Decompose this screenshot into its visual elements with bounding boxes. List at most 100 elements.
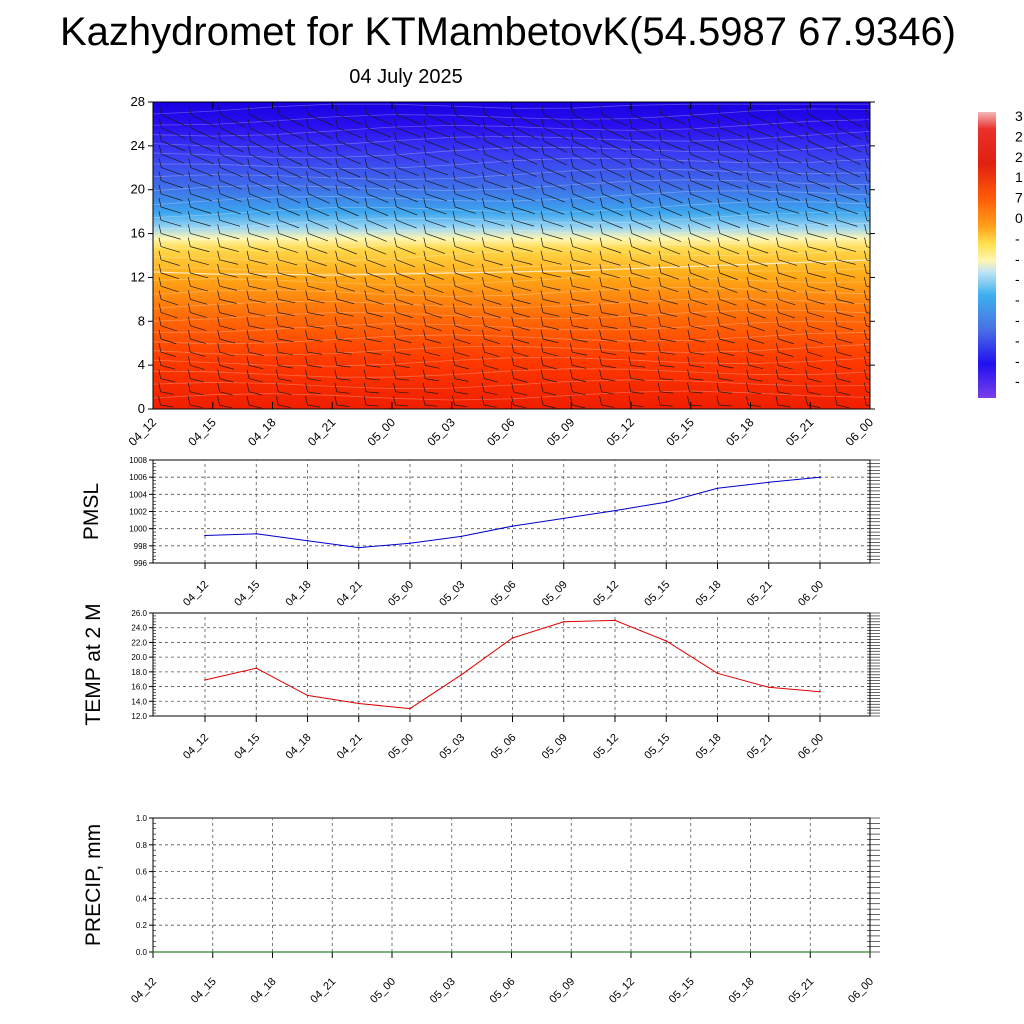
- wind-barb: [689, 391, 703, 394]
- y-tick-label: 12.0: [131, 712, 147, 721]
- wind-barb: [190, 233, 211, 240]
- wind-barb: [161, 167, 184, 176]
- wind-barb: [778, 233, 799, 240]
- y-tick-label: 0.6: [136, 868, 148, 877]
- wind-barb: [190, 378, 205, 383]
- wind-barb-flag: [511, 263, 514, 274]
- wind-barb: [249, 206, 271, 216]
- wind-barb-flag: [864, 395, 867, 406]
- wind-barb-flag: [394, 197, 397, 208]
- wind-barb-flag: [599, 329, 602, 340]
- wind-barb: [396, 180, 419, 189]
- data-point: [409, 542, 411, 545]
- wind-barb-flag: [775, 382, 779, 392]
- wind-barb: [307, 259, 327, 267]
- wind-barb-flag: [247, 158, 251, 168]
- wind-barb-flag: [452, 316, 456, 326]
- wind-barb: [308, 140, 333, 153]
- wind-barb-flag: [658, 211, 662, 221]
- wind-barb-flag: [452, 131, 456, 142]
- wind-barb-flag: [452, 263, 456, 274]
- x-tick-label: 05_21: [783, 415, 817, 449]
- wind-barb-flag: [835, 118, 839, 128]
- wind-barb-flag: [511, 145, 515, 155]
- wind-barb-flag: [423, 224, 427, 234]
- wind-barb: [778, 114, 804, 127]
- data-point: [665, 640, 668, 642]
- wind-barb-flag: [599, 290, 603, 300]
- isotherm-line: [153, 331, 870, 345]
- wind-barb: [278, 299, 296, 304]
- x-tick-label: 05_18: [723, 415, 757, 449]
- wind-barb-flag: [835, 158, 838, 168]
- wind-barb: [778, 153, 802, 164]
- data-point: [204, 534, 206, 537]
- chart-subtitle: 04 July 2025: [349, 66, 463, 88]
- wind-barb: [807, 404, 821, 408]
- wind-barb-flag: [511, 211, 515, 221]
- wind-barb: [484, 140, 509, 152]
- wind-barb-flag: [835, 145, 839, 155]
- wind-barb: [219, 312, 237, 318]
- wind-barb: [601, 365, 616, 369]
- colorbar-label: 0: [1015, 210, 1023, 226]
- wind-barb: [837, 219, 858, 227]
- wind-barb: [689, 378, 704, 381]
- wind-barb-flag: [364, 290, 368, 300]
- wind-barb: [542, 285, 561, 291]
- x-tick-label: 04_18: [249, 976, 279, 1006]
- x-tick-label: 04_21: [305, 415, 339, 449]
- wind-barb: [807, 338, 824, 344]
- wind-barb: [513, 233, 534, 240]
- wind-barb: [425, 365, 440, 369]
- wind-barb-flag: [306, 184, 309, 194]
- isotherm-line: [153, 309, 870, 322]
- wind-barb-flag: [688, 224, 691, 234]
- wind-barb: [836, 285, 855, 291]
- wind-barb-flag: [217, 184, 221, 194]
- wind-barb: [366, 378, 380, 381]
- wind-barb: [808, 127, 833, 140]
- wind-barb-flag: [305, 369, 308, 379]
- wind-barb: [425, 312, 443, 319]
- wind-barb: [660, 127, 686, 138]
- wind-barb: [396, 193, 418, 203]
- wind-barb-flag: [864, 356, 867, 366]
- wind-barb: [572, 193, 595, 204]
- wind-barb: [837, 153, 861, 165]
- wind-barb-flag: [247, 197, 250, 208]
- colorbar-label: 2: [1015, 128, 1023, 144]
- y-tick-label: 14.0: [131, 697, 147, 706]
- wind-barb-flag: [276, 105, 280, 115]
- y-tick-label: 4: [138, 357, 145, 372]
- x-tick-label: 05_00: [365, 415, 399, 449]
- wind-barb: [249, 233, 269, 240]
- wind-barb: [778, 127, 803, 139]
- wind-barb-flag: [541, 118, 545, 128]
- wind-barb-flag: [746, 329, 750, 340]
- wind-barb-flag: [246, 382, 250, 392]
- x-tick-label: 05_00: [368, 976, 398, 1006]
- wind-barb-flag: [482, 158, 485, 168]
- wind-barb: [366, 246, 387, 255]
- wind-barb: [602, 193, 624, 204]
- wind-barb-flag: [306, 171, 309, 181]
- wind-barb: [601, 338, 617, 342]
- wind-barb-flag: [512, 105, 515, 115]
- wind-barb: [190, 167, 214, 177]
- wind-barb-flag: [335, 237, 339, 247]
- x-tick-label: 06_00: [796, 732, 826, 762]
- wind-barb-flag: [805, 343, 809, 353]
- wind-barb-flag: [423, 263, 427, 274]
- wind-barb: [161, 114, 187, 127]
- wind-barb-flag: [541, 158, 545, 168]
- wind-barb: [454, 259, 474, 267]
- wind-barb-flag: [423, 250, 427, 260]
- wind-barb: [631, 114, 657, 126]
- x-tick-label: 05_09: [540, 732, 570, 762]
- wind-barb: [690, 246, 710, 255]
- wind-barb-flag: [188, 118, 192, 128]
- wind-barb-flag: [335, 105, 339, 115]
- wind-barb-flag: [657, 382, 661, 392]
- wind-barb-flag: [658, 171, 662, 181]
